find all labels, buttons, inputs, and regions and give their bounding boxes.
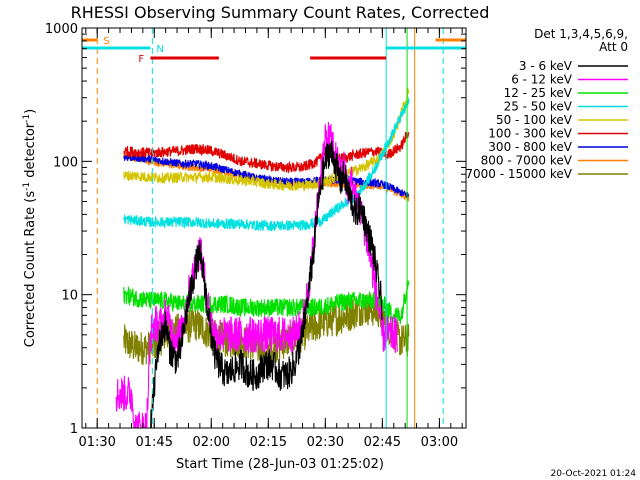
plot-frame <box>81 27 467 429</box>
x-tick-label: 03:00 <box>421 435 458 450</box>
legend-entry-label: 300 - 800 keV <box>488 140 572 154</box>
plot-area: S N F <box>82 28 466 429</box>
x-tick-label: 02:30 <box>307 435 344 450</box>
y-axis-label: Corrected Count Rate (s-1 detector-1) <box>22 109 38 347</box>
flag-label-1: N <box>156 44 163 55</box>
series-line-6 <box>123 153 410 199</box>
x-tick-label: 01:45 <box>136 435 173 450</box>
series-line-2 <box>123 280 410 325</box>
legend-entry-label: 25 - 50 keV <box>504 100 573 114</box>
footer-timestamp: 20-Oct-2021 01:24 <box>551 469 637 479</box>
legend-entry-label: 7000 - 15000 keV <box>465 167 572 181</box>
flag-label-0: S <box>103 36 109 47</box>
series-line-5 <box>123 131 410 174</box>
flag-label-2: F <box>138 54 144 65</box>
y-tick-label: 1000 <box>45 22 78 37</box>
y-axis: 1 10 100 1000 <box>45 22 466 437</box>
x-axis: 01:30 01:45 02:00 02:15 02:30 02:45 03:00 <box>78 28 463 450</box>
x-tick-label: 01:30 <box>78 435 115 450</box>
series-line-3 <box>123 97 410 232</box>
series-line-0 <box>150 140 383 429</box>
legend-entry-label: 12 - 25 keV <box>504 86 573 100</box>
x-tick-label: 02:00 <box>193 435 230 450</box>
x-axis-label: Start Time (28-Jun-03 01:25:02) <box>176 457 384 472</box>
chart-title: RHESSI Observing Summary Count Rates, Co… <box>71 3 490 22</box>
legend-entry-label: 50 - 100 keV <box>496 113 573 127</box>
legend-header-detectors: Det 1,3,4,5,6,9, <box>534 27 628 41</box>
x-tick-label: 02:45 <box>364 435 401 450</box>
legend-header-attenuator: Att 0 <box>599 40 628 54</box>
legend-entry-label: 100 - 300 keV <box>488 127 572 141</box>
legend-entry-label: 800 - 7000 keV <box>481 154 573 168</box>
y-tick-label: 100 <box>53 155 78 170</box>
y-tick-label: 10 <box>61 289 78 304</box>
legend-entry-label: 3 - 6 keV <box>519 59 573 73</box>
y-tick-label: 1 <box>70 422 78 437</box>
x-tick-label: 02:15 <box>250 435 287 450</box>
series-line-4 <box>123 87 410 192</box>
legend-entry-label: 6 - 12 keV <box>511 73 573 87</box>
